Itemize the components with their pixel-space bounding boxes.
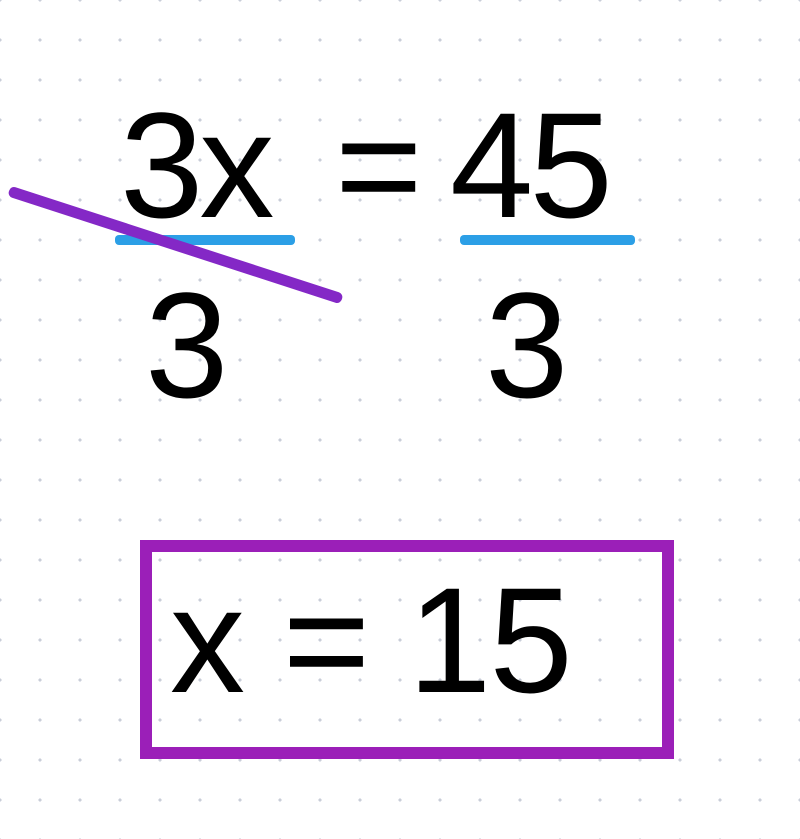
right-numerator: 45 [450,90,609,240]
answer-text: x = 15 [170,565,571,715]
right-denominator: 3 [485,270,564,420]
equals-sign: = [335,90,419,240]
right-fraction-bar [460,235,635,245]
left-denominator: 3 [145,270,224,420]
left-numerator: 3x [120,90,270,240]
math-canvas: 3x = 45 3 3 x = 15 [0,0,800,839]
